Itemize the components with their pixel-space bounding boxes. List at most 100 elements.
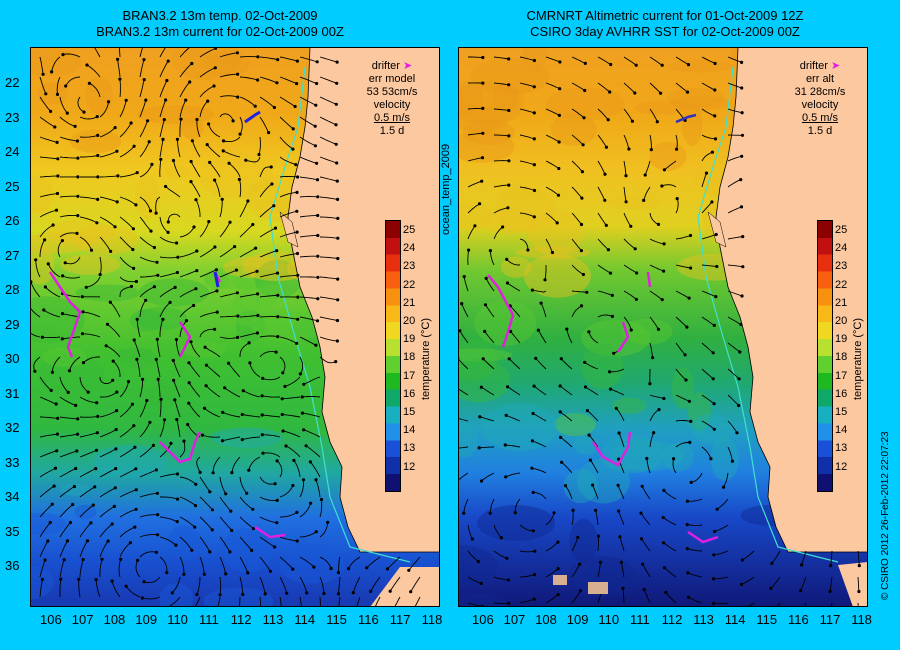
left-title: BRAN3.2 13m temp. 02-Oct-2009 BRAN3.2 13… [40, 8, 400, 40]
colorbar-tick-15: 15 [403, 406, 416, 418]
model-drifter-track-2 [213, 271, 220, 288]
right-velocity-scale: 0.5 m/s [801, 112, 839, 124]
lon-tick-116: 116 [788, 612, 809, 627]
colorbar-tick-23: 23 [403, 260, 416, 273]
colorbar-tick-18: 18 [835, 351, 848, 364]
lon-tick-115: 115 [326, 612, 347, 627]
lat-tick-35: 35 [5, 523, 20, 539]
right-title: CMRNRT Altimetric current for 01-Oct-200… [470, 8, 860, 40]
lon-tick-107: 107 [503, 612, 526, 627]
colorbar-tick-17: 17 [403, 369, 416, 382]
lat-tick-29: 29 [5, 316, 20, 332]
model-drifter-track [244, 110, 261, 124]
colorbar-tick-19: 19 [403, 333, 416, 346]
lon-tick-111: 111 [630, 612, 650, 627]
right-legend: drifter ➤ err alt 31 28cm/s velocity 0.5… [780, 60, 860, 138]
lat-tick-24: 24 [5, 144, 20, 159]
lat-tick-36: 36 [5, 558, 20, 573]
lat-tick-27: 27 [5, 247, 20, 263]
map-frame [30, 47, 440, 607]
right-drifter-label: drifter ➤ [799, 60, 841, 72]
colorbar-tick-21: 21 [403, 296, 416, 309]
lat-tick-33: 33 [5, 454, 20, 470]
lon-tick-116: 116 [358, 612, 379, 627]
drifter-track-1 [178, 321, 192, 358]
land-south [370, 567, 440, 607]
colorbar-tick-23: 23 [835, 260, 848, 273]
land-mass [287, 47, 440, 553]
lat-tick-22: 22 [5, 75, 20, 90]
lon-tick-118: 118 [421, 612, 443, 627]
right-velocity-days: 1.5 d [807, 125, 833, 137]
lon-tick-112: 112 [230, 612, 252, 627]
lon-tick-108: 108 [103, 612, 126, 627]
colorbar-tick-24: 24 [835, 242, 848, 255]
colorbar-tick-14: 14 [835, 424, 848, 437]
colorbar-tick-19: 19 [835, 333, 848, 346]
colorbar-tick-18: 18 [403, 351, 416, 364]
lon-tick-107: 107 [71, 612, 94, 627]
colorbar-tick-21: 21 [835, 296, 848, 309]
cloud-gap [588, 582, 608, 594]
lat-tick-23: 23 [5, 109, 20, 125]
colorbar-tick-22: 22 [403, 278, 416, 291]
lon-tick-114: 114 [294, 612, 316, 627]
left-drifter-label: drifter ➤ [371, 60, 413, 72]
lat-tick-28: 28 [5, 282, 20, 297]
lon-tick-117: 117 [389, 612, 411, 627]
map-frame [458, 47, 868, 607]
colorbar-tick-16: 16 [835, 387, 848, 400]
right-map-panel[interactable] [458, 47, 868, 607]
lon-tick-110: 110 [598, 612, 620, 627]
credit-label: © CSIRO 2012 26-Feb-2012 22:07:23 [880, 431, 891, 600]
island [279, 211, 299, 248]
left-colorbar [385, 220, 401, 492]
right-err-value: 31 28cm/s [794, 86, 846, 98]
right-err-label: err alt [805, 73, 835, 85]
drifter-track-0 [487, 274, 515, 348]
drifter-track-2 [159, 431, 202, 464]
lon-tick-106: 106 [40, 612, 62, 627]
shelf-contour [697, 66, 839, 563]
lon-tick-112: 112 [661, 612, 683, 627]
drifter-track-2 [591, 431, 632, 467]
colorbar-tick-17: 17 [835, 369, 848, 382]
lon-tick-108: 108 [535, 612, 557, 627]
colorbar-tick-16: 16 [403, 387, 416, 400]
right-colorbar [817, 220, 833, 492]
lon-tick-113: 113 [693, 612, 714, 627]
lon-tick-111: 111 [199, 612, 219, 627]
drifter-track-3 [687, 530, 719, 544]
left-title-line2: BRAN3.2 13m current for 02-Oct-2009 00Z [96, 24, 344, 39]
alt-drifter-track [675, 113, 697, 124]
drifter-track-3 [254, 525, 286, 539]
lon-tick-114: 114 [724, 612, 746, 627]
right-velocity-label: velocity [801, 99, 839, 111]
left-velocity-label: velocity [373, 99, 411, 111]
velocity-vectors [30, 47, 421, 607]
shelf-contour [269, 66, 411, 563]
lon-tick-117: 117 [819, 612, 841, 627]
drifter-track-0 [48, 271, 82, 358]
colorbar-tick-25: 25 [403, 224, 416, 236]
colorbar-tick-12: 12 [835, 460, 848, 473]
lon-tick-118: 118 [851, 612, 872, 627]
lon-tick-110: 110 [167, 612, 188, 627]
velocity-vectors [458, 55, 861, 607]
left-err-label: err model [368, 73, 416, 85]
lon-tick-106: 106 [472, 612, 494, 627]
lat-tick-32: 32 [5, 420, 20, 435]
lat-tick-25: 25 [5, 178, 20, 194]
lon-tick-113: 113 [262, 612, 284, 627]
colorbar-tick-22: 22 [835, 278, 848, 291]
colorbar-tick-12: 12 [403, 460, 416, 473]
left-colorbar-label: temperature (°C) [420, 317, 432, 400]
right-colorbar-label: temperature (°C) [852, 317, 864, 400]
left-map-panel[interactable] [30, 47, 440, 607]
lon-tick-109: 109 [566, 612, 589, 627]
colorbar-tick-13: 13 [835, 442, 848, 455]
left-legend: drifter ➤ err model 53 53cm/s velocity 0… [352, 60, 432, 138]
left-map [30, 47, 440, 607]
lat-tick-34: 34 [5, 489, 20, 504]
lon-tick-109: 109 [135, 612, 158, 627]
